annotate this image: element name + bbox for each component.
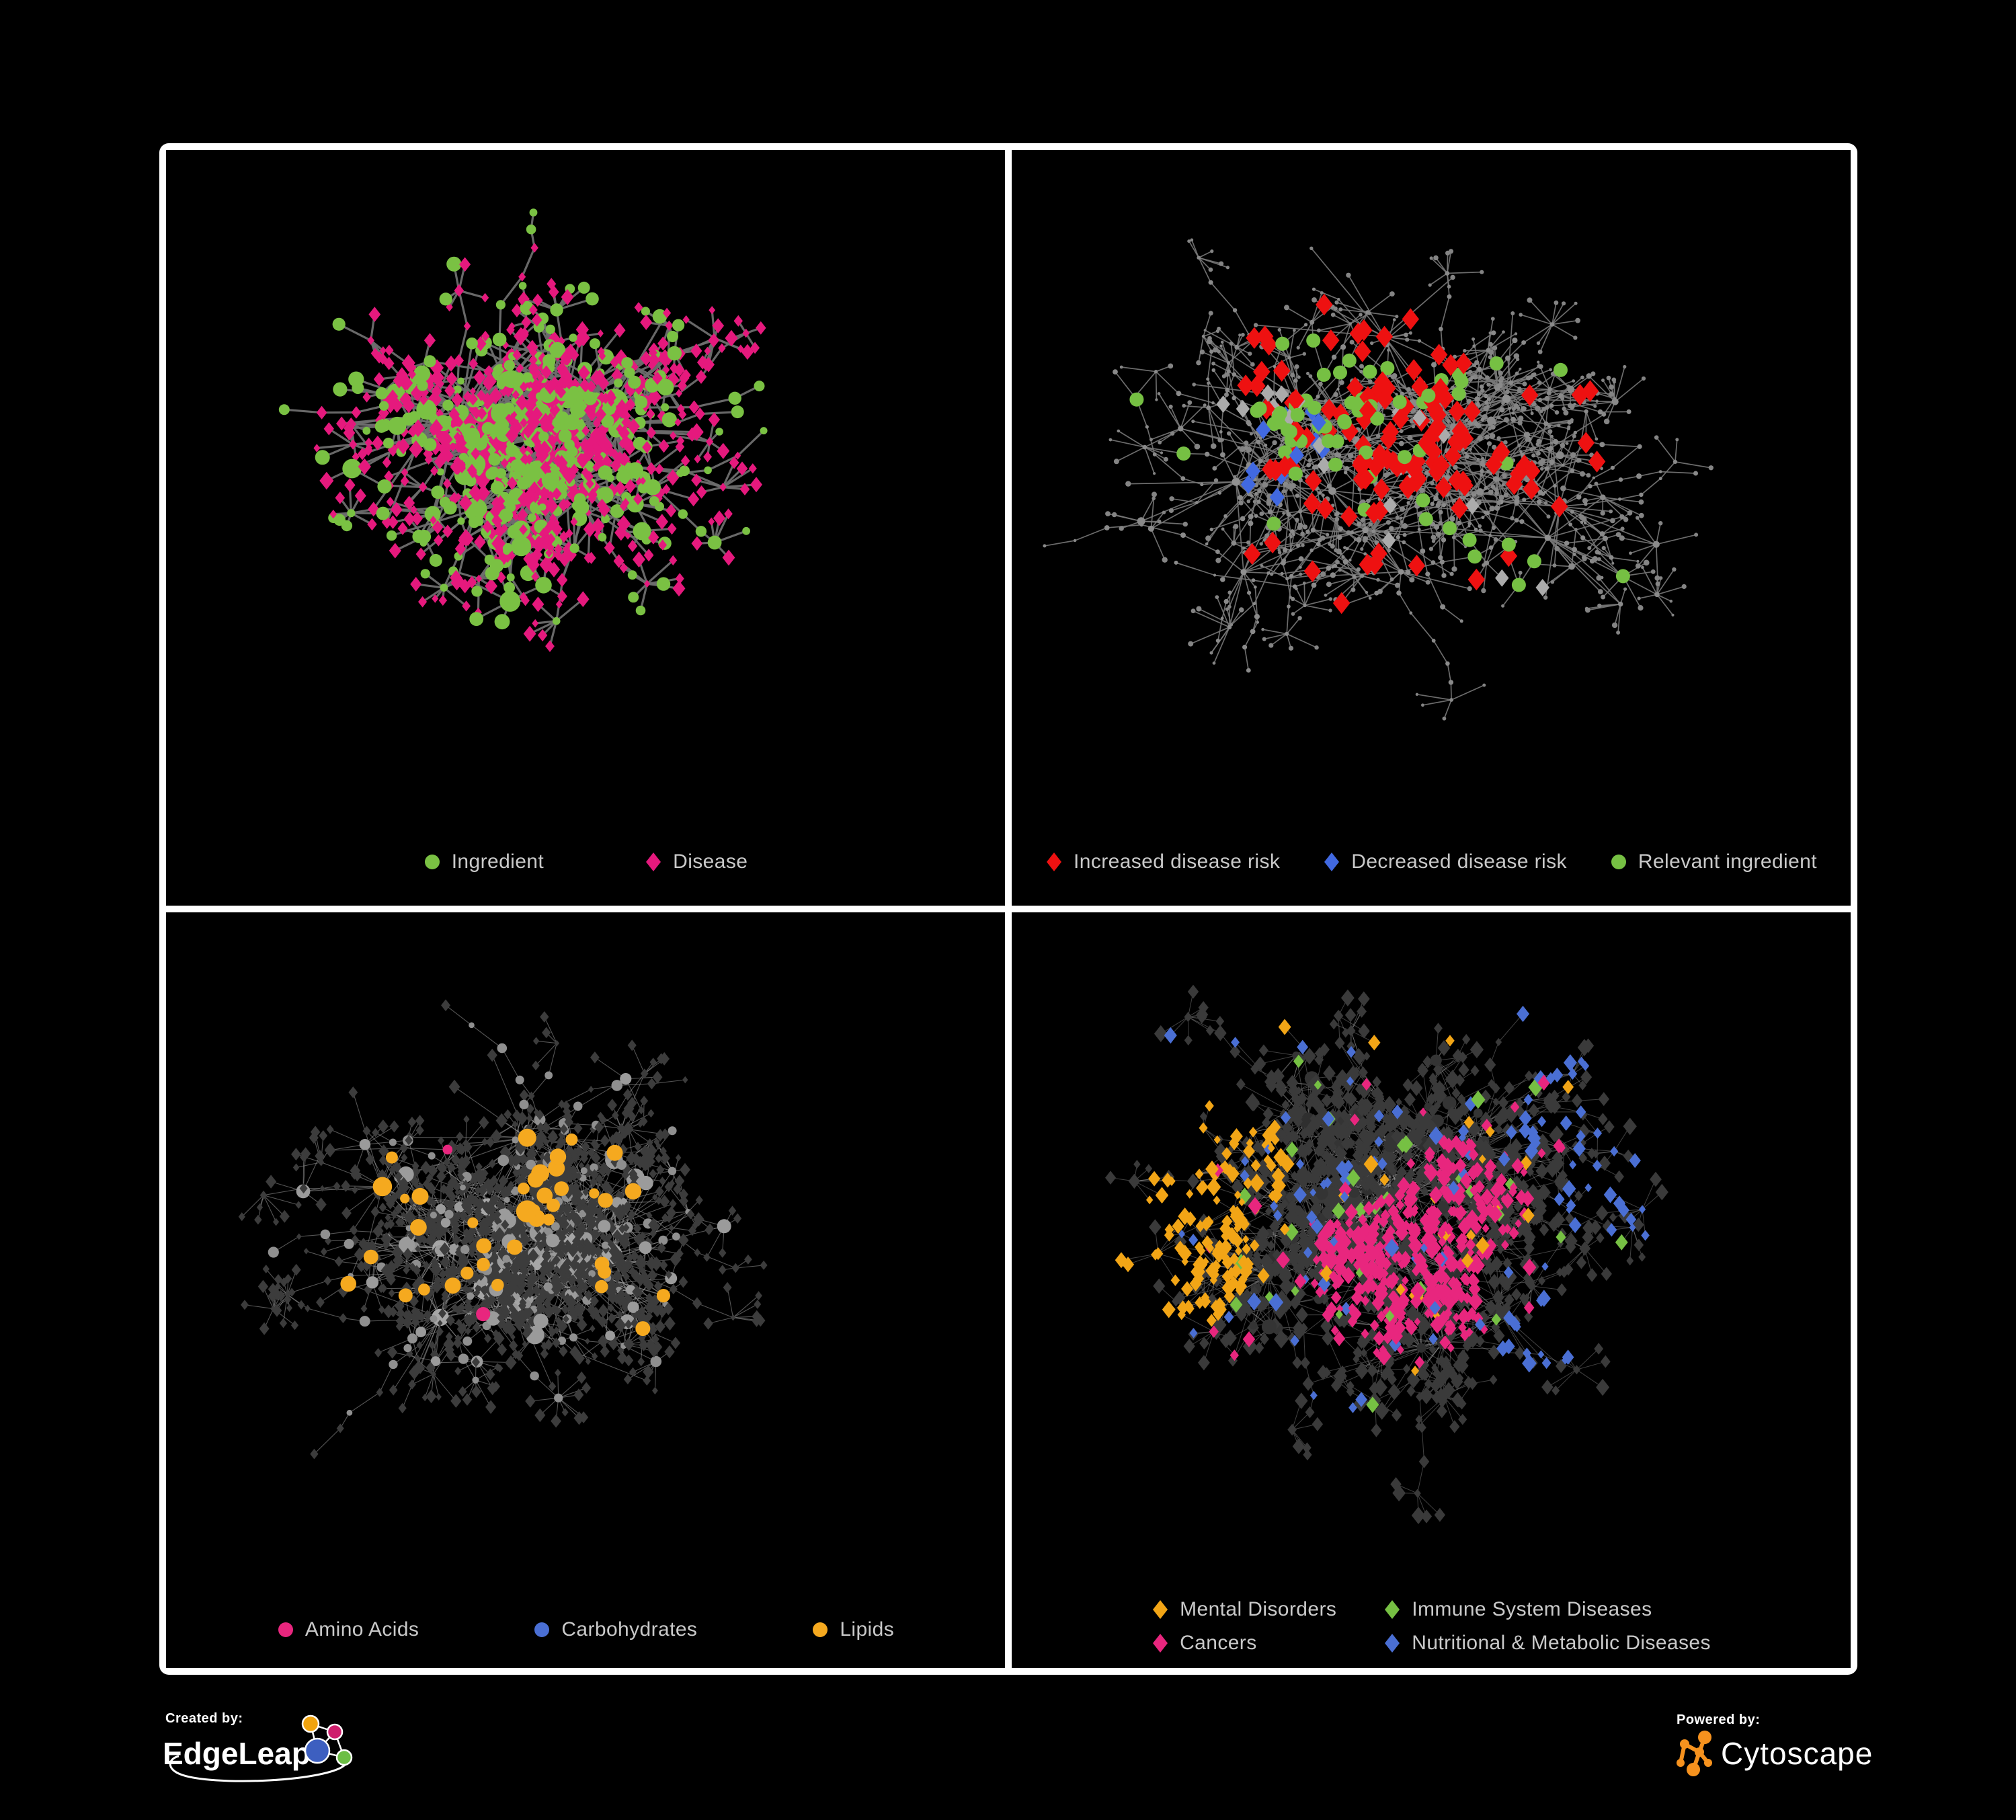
legend-label-nutritional-metabolic: Nutritional & Metabolic Diseases bbox=[1412, 1632, 1711, 1654]
legend-item-ingredient: Ingredient bbox=[424, 850, 544, 873]
legend-label-carbohydrates: Carbohydrates bbox=[561, 1618, 698, 1640]
carbohydrates-circle-icon bbox=[533, 1620, 551, 1640]
edgeleap-wordmark: EdgeLeap bbox=[163, 1736, 311, 1771]
edgeleap-network-icon bbox=[169, 1714, 353, 1782]
legend-disease-risk: Increased disease risk Decreased disease… bbox=[1012, 850, 1851, 873]
cancers-diamond-icon bbox=[1152, 1633, 1169, 1653]
legend-item-lipids: Lipids bbox=[811, 1618, 894, 1641]
network-disease-classes bbox=[1105, 984, 1668, 1524]
legend-label-cancers: Cancers bbox=[1180, 1632, 1257, 1654]
immune-diseases-diamond-icon bbox=[1383, 1599, 1401, 1620]
panel-grid: Ingredient Disease Increased disease ris… bbox=[159, 143, 1857, 1675]
amino-acids-circle-icon bbox=[277, 1620, 294, 1640]
decreased-risk-diamond-icon bbox=[1323, 852, 1340, 872]
legend-item-carbohydrates: Carbohydrates bbox=[533, 1618, 697, 1641]
relevant-ingredient-circle-icon bbox=[1610, 852, 1627, 872]
mental-disorders-diamond-icon bbox=[1152, 1599, 1169, 1620]
legend-ingredient-disease: Ingredient Disease bbox=[166, 850, 1005, 873]
nutritional-metabolic-diamond-icon bbox=[1383, 1633, 1401, 1653]
cytoscape-network-icon bbox=[1677, 1731, 1712, 1776]
legend-label-decreased-risk: Decreased disease risk bbox=[1351, 850, 1567, 873]
legend-label-immune-diseases: Immune System Diseases bbox=[1412, 1598, 1652, 1620]
legend-item-mental-disorders: Mental Disorders bbox=[1152, 1598, 1336, 1621]
disease-diamond-icon bbox=[645, 852, 662, 872]
legend-item-immune-diseases: Immune System Diseases bbox=[1383, 1598, 1711, 1621]
legend-item-cancers: Cancers bbox=[1152, 1632, 1336, 1655]
cytoscape-wordmark: Cytoscape bbox=[1721, 1736, 1873, 1771]
legend-nutrient-classes: Amino Acids Carbohydrates Lipids bbox=[166, 1618, 1005, 1641]
powered-by-label: Powered by: bbox=[1677, 1712, 1760, 1727]
legend-label-mental-disorders: Mental Disorders bbox=[1180, 1598, 1337, 1620]
network-ingredient-disease bbox=[278, 208, 768, 652]
legend-item-disease: Disease bbox=[645, 850, 748, 873]
lipids-circle-icon bbox=[811, 1620, 829, 1640]
panel-nutrient-classes: Amino Acids Carbohydrates Lipids bbox=[166, 912, 1005, 1668]
network-disease-risk bbox=[1043, 238, 1713, 721]
created-by-label: Created by: bbox=[165, 1711, 243, 1726]
panel-disease-risk: Increased disease risk Decreased disease… bbox=[1012, 150, 1851, 906]
legend-item-relevant-ingredient: Relevant ingredient bbox=[1610, 850, 1817, 873]
increased-risk-diamond-icon bbox=[1045, 852, 1063, 872]
legend-label-increased-risk: Increased disease risk bbox=[1074, 850, 1281, 873]
legend-label-relevant-ingredient: Relevant ingredient bbox=[1638, 850, 1817, 873]
legend-label-disease: Disease bbox=[673, 850, 748, 873]
panel-disease-classes: Mental Disorders Immune System Diseases … bbox=[1012, 912, 1851, 1668]
legend-label-amino-acids: Amino Acids bbox=[305, 1618, 419, 1640]
panel-ingredient-disease: Ingredient Disease bbox=[166, 150, 1005, 906]
legend-item-nutritional-metabolic: Nutritional & Metabolic Diseases bbox=[1383, 1632, 1711, 1655]
legend-item-increased-risk: Increased disease risk bbox=[1045, 850, 1280, 873]
cytoscape-lockup: Powered by: Cytoscape bbox=[1677, 1712, 1873, 1776]
edgeleap-lockup: Created by: EdgeLeap bbox=[163, 1711, 353, 1782]
legend-label-lipids: Lipids bbox=[840, 1618, 895, 1640]
network-nutrient-classes bbox=[238, 999, 768, 1460]
legend-item-decreased-risk: Decreased disease risk bbox=[1323, 850, 1567, 873]
legend-label-ingredient: Ingredient bbox=[451, 850, 545, 873]
ingredient-circle-icon bbox=[424, 852, 441, 872]
legend-disease-classes: Mental Disorders Immune System Diseases … bbox=[1012, 1598, 1851, 1655]
legend-item-amino-acids: Amino Acids bbox=[277, 1618, 419, 1641]
